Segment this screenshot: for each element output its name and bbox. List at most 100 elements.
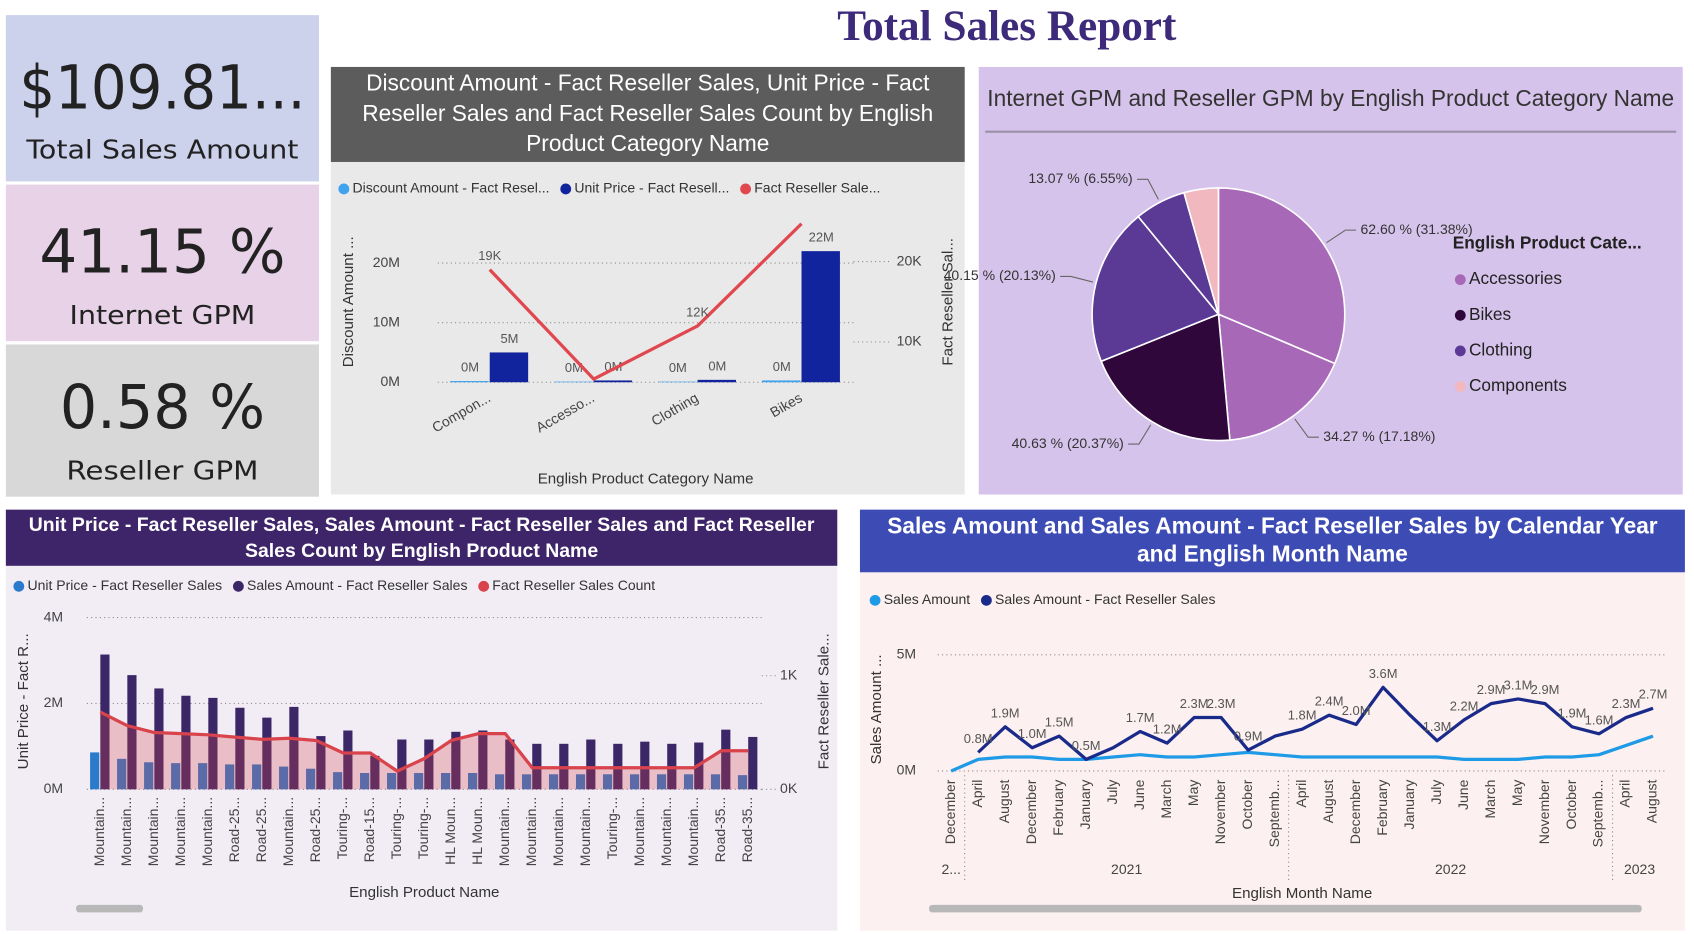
panel-header: [330, 66, 965, 162]
x-tick-label: March: [1158, 780, 1174, 819]
bar: [658, 381, 697, 383]
bar: [801, 251, 840, 383]
bar: [737, 775, 748, 790]
legend-label: Fact Reseller Sale...: [754, 180, 880, 196]
card-background: [5, 184, 319, 342]
x-tick-label: May: [1185, 780, 1201, 806]
data-label: 0M: [565, 360, 583, 375]
x-axis-title: English Product Name: [349, 884, 499, 901]
x-tick-label: January: [1077, 780, 1093, 830]
leader-line: [1326, 229, 1357, 244]
legend-marker: [13, 580, 25, 592]
card-value: $109.81...: [19, 53, 305, 123]
legend-label: Components: [1469, 375, 1567, 395]
data-label: 2.4M: [1315, 694, 1344, 709]
data-label: 0M: [773, 359, 791, 374]
data-label: 2.7M: [1639, 687, 1668, 702]
bar: [494, 774, 505, 790]
panel: [5, 509, 838, 931]
bar: [640, 741, 650, 790]
pie-slice: [1091, 215, 1220, 363]
scrollbar[interactable]: [929, 904, 1642, 913]
x-tick-label: Mountain...: [550, 797, 566, 866]
y-axis-title: Discount Amount ...: [340, 236, 357, 367]
chart-title: Unit Price - Fact Reseller Sales, Sales …: [28, 513, 815, 562]
header-box: Unit Price - Fact Reseller Sales, Sales …: [28, 513, 815, 562]
data-label: 1.0M: [1018, 726, 1047, 741]
x-tick-label: Mountain...: [496, 797, 512, 866]
x-tick-label: February: [1374, 780, 1390, 836]
bar: [748, 736, 758, 790]
x-tick-label: Road-25...: [307, 797, 323, 862]
x-tick-label: Mountain...: [523, 797, 539, 866]
x-tick-label: December: [1023, 779, 1039, 844]
legend-marker: [232, 580, 244, 592]
bar: [370, 755, 380, 790]
x-tick-label: August: [1644, 779, 1660, 823]
bar: [387, 772, 397, 790]
y-axis-title: Sales Amount ...: [868, 654, 885, 764]
panel: [859, 509, 1685, 931]
y2-tick-label: 1K: [780, 666, 798, 682]
x-tick-label: February: [1050, 780, 1066, 836]
card-label: Reseller GPM: [66, 456, 258, 486]
card-value: 41.15 %: [39, 217, 285, 287]
bar: [279, 766, 289, 790]
x-tick-label: June: [1455, 779, 1471, 810]
bar: [171, 763, 181, 790]
legend-label: Accessories: [1469, 268, 1562, 288]
card-value: 0.58 %: [60, 373, 265, 443]
legend-marker: [338, 183, 350, 195]
data-label: 2.2M: [1450, 698, 1479, 713]
bar: [100, 654, 110, 790]
bar: [521, 774, 532, 790]
data-label: 2.9M: [1477, 682, 1506, 697]
bar: [414, 772, 424, 790]
y-tick-label: 0M: [897, 762, 916, 778]
x-tick-label: Mountain...: [145, 797, 161, 866]
leader-line: [1060, 275, 1094, 283]
bar: [656, 774, 667, 790]
bar: [225, 764, 235, 790]
y-tick-label: 10M: [373, 313, 400, 329]
data-label: 1.5M: [1045, 715, 1074, 730]
data-label: 40.63 % (20.37%): [1012, 435, 1124, 451]
legend-marker: [740, 183, 751, 195]
bar: [489, 352, 529, 383]
y2-axis-title: Fact Reseller Sale...: [815, 633, 832, 769]
x-tick-label: Mountain...: [91, 797, 107, 866]
data-label: 2.3M: [1180, 696, 1209, 711]
x-tick-label: October: [1239, 779, 1255, 829]
x-tick-label: Septemb...: [1590, 780, 1606, 848]
data-label: 1.7M: [1126, 710, 1155, 725]
y2-tick-label: 20K: [897, 252, 923, 268]
x-tick-label: Touring-...: [415, 797, 431, 859]
x-axis-title: English Month Name: [1232, 885, 1372, 902]
x-tick-label: January: [1401, 780, 1417, 830]
x-tick-label: Mountain...: [118, 797, 134, 866]
pie-slice: [1217, 312, 1336, 441]
y-tick-label: 20M: [373, 254, 400, 270]
x-tick-label: Mountain...: [577, 797, 593, 866]
data-label: 2.3M: [1207, 696, 1236, 711]
x-tick-label: Road-35...: [739, 797, 755, 862]
y2-axis-title: Fact Reseller Sal...: [939, 238, 956, 366]
bar: [710, 774, 721, 790]
x-tick-label: June: [1131, 779, 1147, 810]
card-background: [5, 344, 319, 497]
legend-label: Unit Price - Fact Reseller Sales: [27, 577, 222, 593]
panel-header: [859, 509, 1685, 573]
pie-slice: [1217, 187, 1346, 365]
header-box: Discount Amount - Fact Reseller Sales, U…: [362, 71, 933, 156]
y-tick-label: 5M: [897, 646, 916, 662]
bar: [262, 717, 272, 790]
x-tick-label: Touring-...: [334, 797, 350, 859]
y-tick-label: 2M: [44, 694, 63, 710]
y2-tick-label: 0K: [780, 780, 798, 796]
bar: [629, 774, 640, 790]
legend-marker: [1454, 345, 1466, 357]
x-tick-label: December: [1347, 779, 1363, 844]
scrollbar[interactable]: [76, 904, 143, 913]
bar: [208, 697, 218, 790]
bar: [333, 772, 343, 790]
